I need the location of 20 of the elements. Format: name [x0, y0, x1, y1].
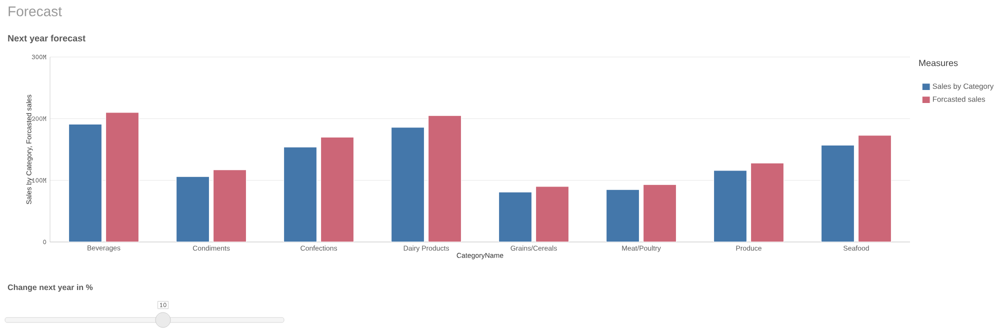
- bar: [858, 135, 892, 242]
- text: Change next year in %: [8, 284, 93, 292]
- chart-title: Forecast: [8, 6, 62, 16]
- bar: [498, 192, 532, 242]
- bar: [390, 126, 425, 242]
- bar: [176, 176, 210, 242]
- bar: [212, 170, 247, 242]
- bar: [713, 170, 748, 242]
- bar: [820, 144, 855, 242]
- bar: [535, 186, 570, 242]
- legend-title: Measures: [919, 60, 958, 66]
- bar: [606, 189, 640, 242]
- bar: [105, 112, 140, 242]
- bar: [68, 124, 102, 242]
- bar: [750, 162, 784, 242]
- chart-subtitle: Next year forecast: [8, 34, 86, 44]
- bar: [283, 146, 318, 242]
- bar: [642, 184, 677, 242]
- bar: [428, 115, 462, 242]
- bar: [320, 136, 354, 242]
